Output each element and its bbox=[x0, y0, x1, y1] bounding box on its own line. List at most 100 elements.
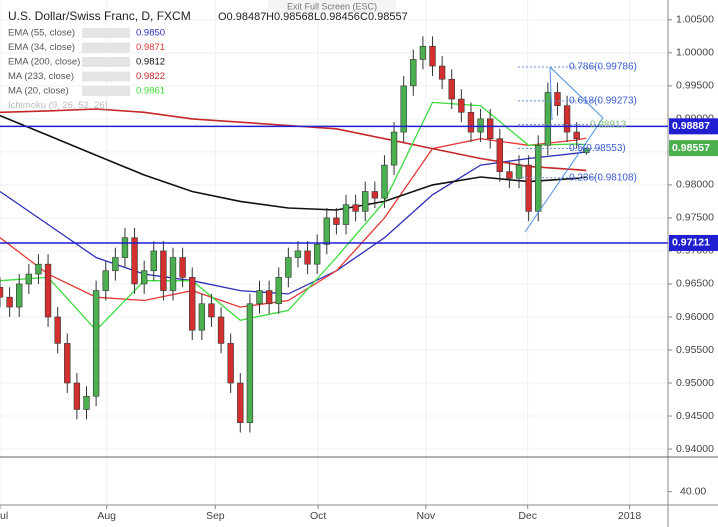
candle-body bbox=[140, 270, 148, 285]
x-tick-label: Nov bbox=[416, 510, 435, 522]
candle-body bbox=[35, 263, 42, 275]
candle-body bbox=[256, 290, 263, 305]
candle-body bbox=[467, 111, 475, 133]
fib-label: 0.618(0.99273) bbox=[569, 95, 637, 106]
candle-body bbox=[525, 164, 532, 212]
x-tick-label: Oct bbox=[310, 510, 326, 522]
y-tick-label: 0.94000 bbox=[676, 443, 714, 455]
ma-line bbox=[0, 101, 587, 332]
candle-body bbox=[150, 250, 157, 272]
legend-name: MA (20, close) bbox=[8, 86, 69, 97]
candle-body bbox=[102, 270, 109, 291]
legend-controls bbox=[82, 28, 130, 38]
candle-body bbox=[400, 85, 407, 133]
ohlc-value: O0.98487 bbox=[218, 11, 266, 23]
candle-body bbox=[16, 283, 23, 308]
chart-title: U.S. Dollar/Swiss Franc, D, FXCM bbox=[8, 9, 191, 23]
y-tick-label: 0.98000 bbox=[676, 179, 714, 191]
candle-body bbox=[352, 204, 359, 212]
candle-body bbox=[217, 316, 225, 344]
candle-body bbox=[554, 92, 561, 106]
legend-value: 0.9861 bbox=[136, 86, 165, 97]
y-tick-label: 0.95000 bbox=[676, 377, 714, 389]
candle-body bbox=[515, 164, 523, 179]
exit-button-label[interactable]: Exit Full Screen (ESC) bbox=[287, 1, 377, 11]
exit-button[interactable] bbox=[268, 0, 396, 14]
x-tick-label: Dec bbox=[518, 510, 537, 522]
legend-value: 0.9812 bbox=[136, 57, 165, 68]
candle-body bbox=[371, 191, 379, 199]
price-label-box bbox=[669, 118, 718, 135]
x-tick-label: Aug bbox=[97, 510, 116, 522]
candle-body bbox=[381, 164, 388, 199]
price-label: 0.98557 bbox=[672, 142, 710, 154]
ohlc-value: C0.98557 bbox=[360, 11, 408, 23]
fib-label: 0.786(0.99786) bbox=[569, 62, 637, 73]
legend-controls bbox=[82, 71, 130, 82]
y-tick-label: 0.96500 bbox=[676, 278, 714, 290]
legend-name: EMA (200, close) bbox=[8, 57, 80, 68]
x-tick-label: 2018 bbox=[618, 510, 642, 522]
x-tick-label: Sep bbox=[206, 510, 225, 522]
legend-controls bbox=[82, 42, 130, 53]
legend-value: 0.9850 bbox=[136, 28, 165, 39]
candle-body bbox=[83, 395, 90, 410]
candle-body bbox=[313, 244, 321, 265]
candle-body bbox=[429, 45, 436, 67]
candle-body bbox=[54, 316, 61, 344]
y-tick-label: 0.96000 bbox=[676, 311, 714, 323]
candle-body bbox=[179, 257, 186, 278]
candle-body bbox=[6, 296, 13, 308]
candle-body bbox=[285, 257, 292, 278]
legend-name: EMA (34, close) bbox=[8, 42, 75, 53]
plot bbox=[0, 0, 668, 505]
candle-body bbox=[448, 78, 455, 100]
lower-tick-label: 40.00 bbox=[680, 485, 706, 497]
candle-body bbox=[390, 131, 398, 166]
candle-body bbox=[573, 131, 580, 139]
candle-body bbox=[73, 382, 81, 410]
candle-body bbox=[304, 250, 311, 265]
candle-body bbox=[333, 217, 340, 225]
price-label: 0.98887 bbox=[672, 120, 710, 132]
candle-body bbox=[535, 144, 542, 212]
y-tick-label: 0.95500 bbox=[676, 344, 714, 356]
fib-label: 0.236(0.98108) bbox=[569, 172, 637, 183]
candle-body bbox=[265, 290, 273, 305]
legend-name: EMA (55, close) bbox=[8, 28, 75, 39]
candle-body bbox=[92, 290, 100, 397]
legend-controls bbox=[82, 86, 130, 96]
ma-line bbox=[0, 114, 587, 211]
candle-body bbox=[169, 257, 177, 291]
legend: EMA (55, close) 0.9850 EMA (34, close) 0.98… bbox=[8, 28, 165, 112]
candle-body bbox=[362, 191, 369, 212]
candle-body bbox=[121, 237, 129, 258]
candle-body bbox=[112, 257, 119, 272]
candle-body bbox=[25, 273, 33, 285]
candle-body bbox=[64, 343, 71, 384]
y-tick-label: 0.97500 bbox=[676, 212, 714, 224]
candle-body bbox=[410, 59, 417, 87]
candle-body bbox=[458, 98, 465, 113]
candle-body bbox=[419, 45, 427, 60]
legend-controls bbox=[82, 57, 130, 67]
candle-body bbox=[506, 171, 513, 179]
price-label: 0.97121 bbox=[672, 237, 710, 249]
candle-body bbox=[544, 92, 552, 146]
candle-body bbox=[237, 382, 244, 423]
y-tick-label: 0.94500 bbox=[676, 410, 714, 422]
ohlc-value: L0.98456 bbox=[314, 11, 360, 23]
fib-label: 0.98913 bbox=[590, 119, 627, 130]
candle-body bbox=[477, 118, 484, 133]
ohlc-value: H0.98568 bbox=[266, 11, 314, 23]
y-tick-label: 1.00500 bbox=[676, 14, 714, 26]
fib-label: 0.5(0.98553) bbox=[569, 143, 626, 154]
candle-body bbox=[227, 343, 234, 384]
candle-body bbox=[438, 65, 446, 80]
candle-body bbox=[487, 118, 494, 139]
x-tick-label: ul bbox=[0, 510, 8, 522]
candle-body bbox=[246, 303, 254, 423]
candle-body bbox=[563, 105, 571, 133]
candle-body bbox=[496, 138, 503, 172]
